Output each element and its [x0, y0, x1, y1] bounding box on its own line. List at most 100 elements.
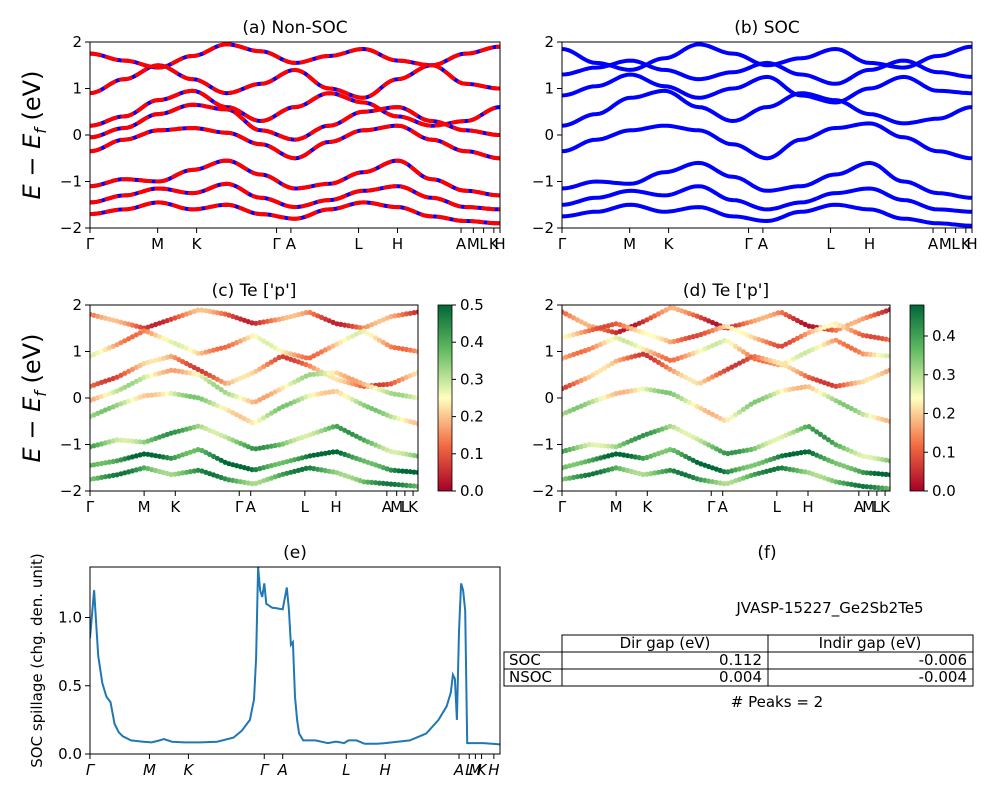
band-point — [887, 337, 890, 343]
band-point — [756, 354, 762, 361]
band-point — [338, 390, 344, 397]
band-point — [644, 317, 650, 323]
band-point — [129, 366, 135, 372]
band-point — [721, 481, 727, 487]
band-point — [872, 352, 878, 358]
band-point — [315, 371, 321, 377]
band-point — [122, 437, 128, 444]
band-point — [345, 429, 352, 435]
band-point — [667, 339, 673, 345]
band-point — [345, 453, 352, 459]
band-point — [621, 441, 627, 447]
band-point — [601, 443, 608, 449]
band-point — [856, 483, 862, 489]
band-point — [102, 440, 108, 446]
band-point — [567, 382, 573, 388]
band-point — [249, 333, 255, 339]
band-point — [291, 379, 298, 385]
band-point — [137, 439, 143, 445]
y-tick-label: 1.0 — [58, 609, 82, 627]
band-point — [625, 453, 631, 459]
x-tick-label: Γ — [86, 235, 95, 253]
band-point — [640, 319, 646, 325]
band-point — [160, 355, 166, 361]
band-point — [249, 320, 255, 326]
band-point — [345, 375, 352, 381]
band-point — [403, 346, 409, 353]
x-tick-label: M — [469, 761, 482, 779]
band-point — [601, 340, 608, 346]
band-point — [736, 448, 743, 455]
band-point — [187, 449, 193, 455]
band-point — [875, 335, 882, 341]
band-point — [199, 373, 205, 380]
band-point — [771, 391, 777, 397]
band-point — [264, 476, 271, 482]
band-point — [605, 443, 611, 449]
band-point — [253, 368, 259, 374]
band-point — [299, 395, 305, 401]
band-point — [237, 338, 244, 344]
panel-title: (e) — [283, 543, 307, 563]
band-point — [806, 424, 812, 430]
band-point — [810, 346, 816, 352]
band-point — [783, 452, 789, 458]
band-point — [199, 468, 205, 474]
x-tick-label: A — [718, 498, 729, 516]
band-point — [856, 331, 862, 337]
band-point — [311, 452, 317, 458]
band-point — [567, 333, 573, 339]
band-point — [411, 469, 417, 475]
band-point — [318, 371, 325, 377]
band-point — [621, 467, 627, 473]
y-axis-label: E − Ef (eV) — [18, 334, 50, 463]
band-point — [299, 311, 305, 317]
band-point — [736, 360, 743, 366]
band-point — [234, 463, 240, 469]
band-point — [234, 478, 240, 484]
band-point — [667, 467, 673, 473]
x-tick-label: L — [951, 235, 960, 253]
band-point — [875, 415, 882, 421]
band-point — [605, 363, 611, 369]
band-point — [168, 471, 174, 478]
band-point — [122, 399, 128, 406]
band-point — [783, 363, 789, 369]
colorbar-tick-label: 0.3 — [932, 366, 956, 384]
x-tick-label: L — [465, 761, 473, 779]
band-point — [322, 370, 328, 376]
band-point — [601, 468, 608, 474]
band-point — [187, 362, 193, 369]
band-point — [129, 438, 135, 444]
band-point — [883, 485, 889, 491]
band-point — [160, 335, 166, 342]
band-point — [376, 480, 382, 486]
band-point — [415, 309, 418, 315]
band-point — [415, 421, 418, 427]
band-point — [180, 470, 186, 476]
x-tick-label: M — [138, 498, 151, 516]
band-point — [733, 327, 739, 333]
band-point — [775, 465, 781, 471]
band-point — [149, 323, 155, 329]
band-point — [686, 376, 692, 382]
band-point — [311, 392, 317, 398]
band-point — [659, 389, 665, 395]
band-point — [598, 367, 604, 373]
band-point — [810, 324, 816, 330]
band-point — [207, 308, 213, 314]
x-tick-label: K — [642, 498, 653, 516]
band-point — [114, 318, 120, 324]
band-point — [613, 330, 619, 336]
band-point — [829, 396, 835, 402]
x-tick-label: H — [802, 498, 813, 516]
band-point — [667, 390, 673, 396]
band-point — [829, 322, 835, 328]
band-point — [303, 310, 309, 316]
band-point — [257, 417, 263, 423]
band-point — [864, 454, 870, 460]
band-point — [671, 447, 677, 454]
band-point — [725, 450, 731, 457]
band-point — [102, 347, 108, 353]
band-point — [717, 480, 723, 486]
